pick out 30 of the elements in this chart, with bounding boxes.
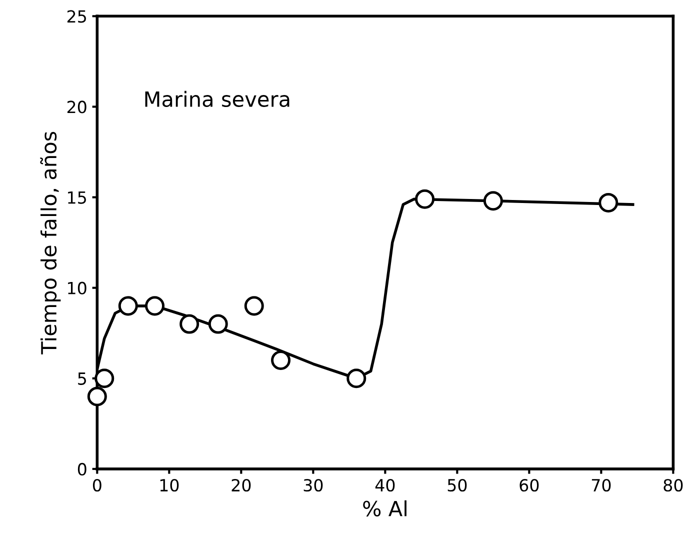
point (483, 191, 503, 211)
point (244, 296, 264, 316)
y-tick-label: 5 (78, 372, 86, 385)
y-axis-title: Tiempo de fallo, años (40, 132, 61, 354)
point (271, 350, 291, 370)
point (598, 192, 618, 212)
x-tick-label: 10 (160, 478, 179, 492)
point (346, 368, 366, 388)
y-tick-label: 25 (67, 10, 86, 23)
x-tick-label: 60 (520, 478, 539, 492)
point (87, 386, 107, 406)
point (94, 368, 114, 388)
y-tick-label: 20 (67, 100, 86, 114)
y-tick-label: 15 (68, 191, 86, 204)
x-tick-label: 0 (92, 478, 102, 492)
point (118, 296, 138, 316)
x-tick-label: 80 (664, 478, 683, 492)
x-tick-label: 40 (375, 478, 395, 492)
y-tick-label: 10 (68, 282, 86, 294)
point (208, 314, 228, 334)
point (180, 314, 200, 334)
x-tick-label: 50 (448, 478, 467, 492)
x-axis-title: % Al (363, 500, 406, 516)
point (145, 296, 165, 316)
y-tick-label: 0 (78, 462, 86, 476)
point (415, 189, 435, 209)
x-tick-label: 20 (232, 478, 251, 492)
x-tick-label: 70 (592, 478, 611, 492)
annotation: Marina severa (145, 90, 290, 108)
x-tick-label: 30 (304, 478, 323, 492)
